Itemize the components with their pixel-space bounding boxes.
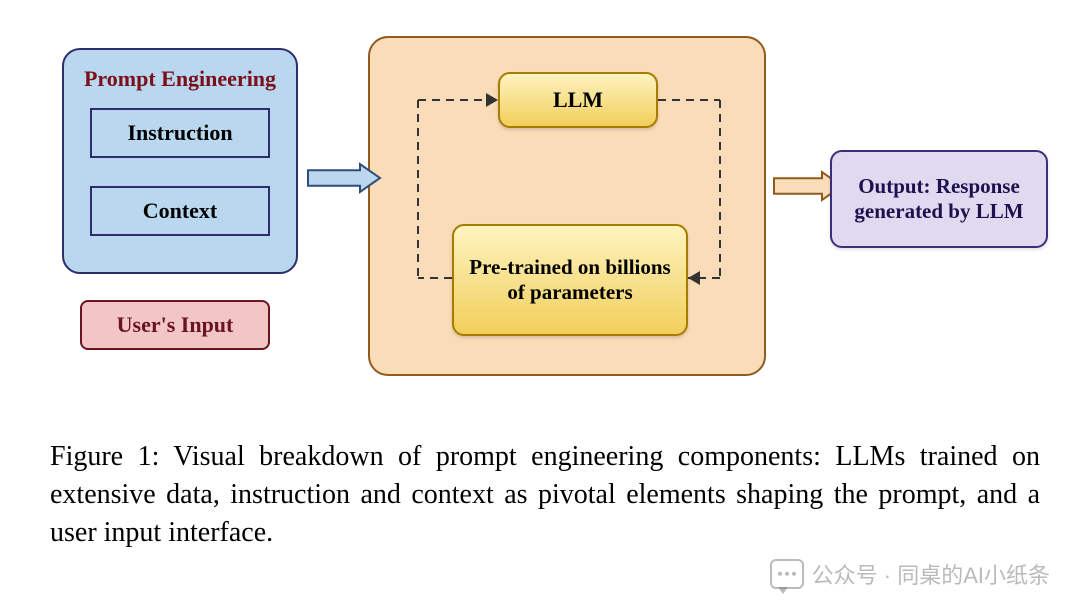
watermark: 公众号 · 同桌的AI小纸条 xyxy=(770,558,1050,590)
pretrained-box: Pre-trained on billions of parameters xyxy=(452,224,688,336)
arrow-prompt-to-llm xyxy=(306,154,382,202)
wechat-icon xyxy=(770,559,804,589)
prompt-engineering-title: Prompt Engineering xyxy=(62,62,298,96)
figure-caption: Figure 1: Visual breakdown of prompt eng… xyxy=(50,438,1040,551)
output-box: Output: Response generated by LLM xyxy=(830,150,1048,248)
watermark-text: 公众号 · 同桌的AI小纸条 xyxy=(812,558,1050,590)
instruction-box: Instruction xyxy=(90,108,270,158)
llm-box: LLM xyxy=(498,72,658,128)
context-box: Context xyxy=(90,186,270,236)
user-input-box: User's Input xyxy=(80,300,270,350)
diagram-canvas: Prompt Engineering Instruction Context U… xyxy=(0,0,1080,430)
